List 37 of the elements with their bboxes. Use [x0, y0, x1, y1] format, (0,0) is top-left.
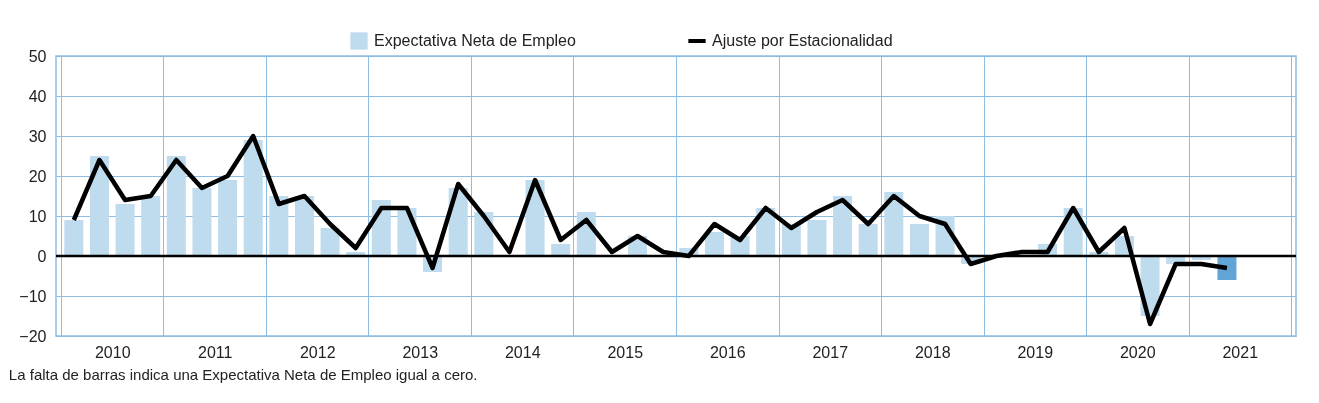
y-tick-label: 10 — [28, 207, 47, 225]
x-tick-label: 2018 — [914, 343, 951, 361]
y-tick-label: 30 — [28, 127, 47, 145]
y-tick-label: 40 — [28, 87, 47, 105]
y-tick-label: 50 — [28, 47, 47, 65]
x-tick-label: 2014 — [504, 343, 541, 361]
y-tick-label: 20 — [28, 167, 47, 185]
bar — [320, 228, 340, 256]
x-tick-label: 2017 — [812, 343, 849, 361]
bar — [269, 196, 289, 256]
x-tick-label: 2010 — [94, 343, 131, 361]
x-tick-label: 2015 — [607, 343, 644, 361]
legend-label: Ajuste por Estacionalidad — [712, 32, 893, 49]
bar — [166, 156, 186, 256]
bar — [243, 140, 263, 256]
bar — [807, 220, 827, 256]
bar — [141, 196, 161, 256]
bar — [704, 232, 724, 256]
y-tick-label: 0 — [37, 247, 47, 265]
x-tick-label: 2021 — [1222, 343, 1259, 361]
legend-label: Expectativa Neta de Empleo — [374, 32, 576, 49]
bar — [192, 188, 212, 256]
text: La falta de barras indica una Expectativa Neta de Empleo igual a cero. — [8, 366, 478, 383]
y-tick-label: −20 — [19, 327, 47, 345]
bar — [64, 220, 84, 256]
bar — [115, 204, 135, 256]
x-tick-label: 2020 — [1119, 343, 1156, 361]
x-tick-label: 2016 — [709, 343, 746, 361]
bar — [218, 180, 238, 256]
bar — [858, 224, 878, 256]
x-tick-label: 2013 — [402, 343, 439, 361]
x-tick-label: 2011 — [198, 343, 233, 361]
y-tick-label: −10 — [19, 287, 47, 305]
x-tick-label: 2012 — [299, 343, 336, 361]
x-tick-label: 2019 — [1017, 343, 1054, 361]
bar — [551, 244, 571, 256]
bar — [909, 224, 929, 256]
